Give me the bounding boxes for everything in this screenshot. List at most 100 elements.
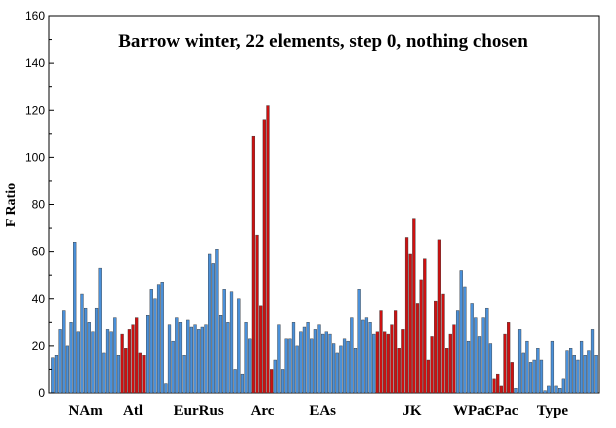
bar-51 <box>237 298 241 394</box>
bar-42 <box>204 324 208 394</box>
bar-71 <box>310 338 314 394</box>
bar-94 <box>393 310 398 394</box>
bar-114 <box>466 340 471 394</box>
bar-84 <box>357 289 361 394</box>
bar-147 <box>587 350 591 394</box>
bar-97 <box>404 237 409 394</box>
bar-33 <box>171 340 175 394</box>
bar-61 <box>273 359 277 394</box>
bar-145 <box>579 340 584 394</box>
bar-5 <box>69 322 73 394</box>
bar-72 <box>313 329 317 394</box>
bar-47 <box>222 289 226 394</box>
bar-101 <box>419 279 423 394</box>
bar-64 <box>284 338 288 394</box>
bar-88 <box>372 333 376 394</box>
bar-16 <box>109 331 113 394</box>
bar-11 <box>91 331 95 394</box>
bar-26 <box>146 315 150 394</box>
bar-45 <box>215 249 219 394</box>
bar-87 <box>368 322 372 394</box>
bar-22 <box>131 324 135 394</box>
bar-105 <box>434 300 438 394</box>
bar-67 <box>295 345 299 394</box>
bar-86 <box>364 317 369 394</box>
bar-132 <box>532 359 536 394</box>
group-label-7: CPac <box>484 403 518 419</box>
bar-115 <box>470 303 474 394</box>
bar-109 <box>448 333 452 394</box>
bar-49 <box>229 291 234 394</box>
bar-54 <box>248 338 252 394</box>
bar-102 <box>423 258 427 394</box>
bar-8 <box>80 293 84 394</box>
bar-77 <box>331 343 336 394</box>
bar-68 <box>299 331 303 394</box>
group-label-5: JK <box>402 403 422 419</box>
bar-32 <box>167 324 172 394</box>
bar-37 <box>186 319 190 394</box>
bar-65 <box>288 338 292 394</box>
bar-21 <box>127 329 132 394</box>
bar-124 <box>503 333 507 394</box>
bar-103 <box>426 359 431 394</box>
bar-40 <box>197 329 201 394</box>
bar-146 <box>583 355 587 394</box>
bar-1 <box>54 355 59 394</box>
y-tick-label-5: 100 <box>25 150 45 164</box>
bar-31 <box>164 383 168 394</box>
bar-27 <box>149 289 153 394</box>
bar-20 <box>124 348 128 394</box>
bar-55 <box>251 135 256 394</box>
bar-108 <box>445 348 449 394</box>
bar-63 <box>280 369 285 394</box>
bar-60 <box>270 369 274 394</box>
bar-58 <box>262 119 266 394</box>
y-tick-label-4: 80 <box>32 198 46 212</box>
bar-116 <box>474 317 478 394</box>
bar-119 <box>485 307 489 394</box>
bar-56 <box>255 234 259 394</box>
chart-title: Barrow winter, 22 elements, step 0, noth… <box>118 31 528 52</box>
bar-118 <box>481 317 485 394</box>
bar-53 <box>244 322 248 394</box>
bar-35 <box>178 322 183 394</box>
bar-2 <box>58 329 62 394</box>
group-label-0: NAm <box>69 403 104 419</box>
bar-126 <box>510 362 514 394</box>
bar-95 <box>397 348 401 394</box>
group-label-8: Type <box>537 403 569 419</box>
bar-112 <box>459 270 463 394</box>
y-tick-label-0: 0 <box>38 386 45 400</box>
bar-98 <box>408 253 412 394</box>
group-label-6: WPac <box>453 403 492 419</box>
bar-99 <box>412 218 416 394</box>
group-label-2: EurRus <box>174 403 224 419</box>
bar-17 <box>113 317 117 394</box>
bar-142 <box>569 348 573 394</box>
bar-18 <box>116 355 121 394</box>
bar-69 <box>302 326 307 394</box>
y-tick-label-6: 120 <box>25 103 45 117</box>
y-tick-label-2: 40 <box>32 292 46 306</box>
bar-9 <box>84 307 88 394</box>
y-tick-label-7: 140 <box>25 56 45 70</box>
bar-136 <box>547 385 551 394</box>
bar-30 <box>160 282 164 394</box>
group-label-3: Arc <box>251 403 275 419</box>
bar-15 <box>105 329 110 394</box>
bar-100 <box>415 303 420 394</box>
bar-62 <box>277 324 281 394</box>
group-label-4: EAs <box>309 403 336 419</box>
bar-34 <box>175 317 179 394</box>
bars-layer <box>51 105 598 394</box>
bar-10 <box>87 322 91 394</box>
y-tick-label-1: 20 <box>32 339 46 353</box>
bar-129 <box>521 352 525 394</box>
bar-66 <box>291 322 296 394</box>
bar-29 <box>156 284 161 394</box>
bar-92 <box>386 333 390 394</box>
bar-144 <box>576 359 580 394</box>
